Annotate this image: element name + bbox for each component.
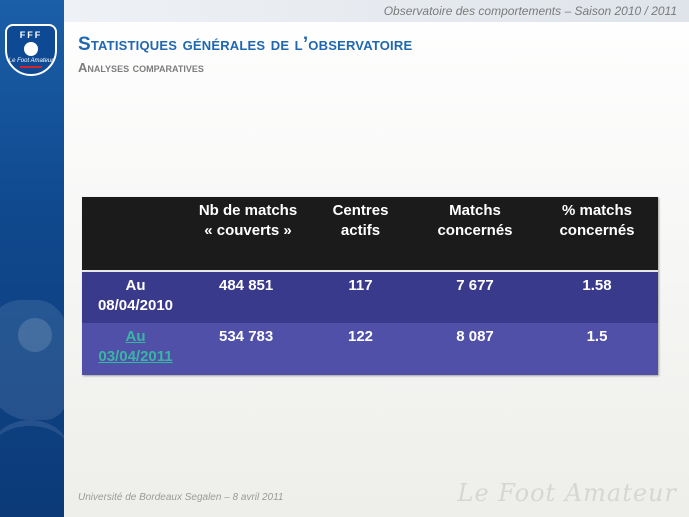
header-pct-matchs: % matchs concernés: [559, 202, 635, 239]
football-icon: [24, 42, 38, 56]
cell-nb-matchs: 484 851: [219, 277, 274, 294]
logo-initials: FFF: [19, 30, 43, 40]
table-header-row: Nb de matchs « couverts » Centres actifs…: [82, 197, 658, 271]
cell-matchs: 7 677: [456, 277, 494, 294]
stats-table: Nb de matchs « couverts » Centres actifs…: [82, 197, 658, 375]
cell-centres: 122: [347, 328, 374, 345]
cell-centres: 117: [348, 277, 373, 294]
logo-red-stripe: [20, 66, 42, 68]
logo-script: Le Foot Amateur: [8, 58, 54, 64]
player-head-shape: [18, 318, 52, 352]
header-nb-matchs: Nb de matchs « couverts »: [198, 202, 298, 239]
slide-title: Statistiques générales de l’observatoire: [78, 34, 413, 55]
cell-nb-matchs: 534 783: [219, 328, 274, 345]
slide-subtitle: Analyses comparatives: [78, 60, 204, 75]
brand-wordmark: Le Foot Amateur: [457, 479, 677, 507]
table-row: Au 08/04/2010 484 851 117 7 677 1.58: [82, 271, 658, 323]
cell-pct: 1.5: [586, 328, 608, 345]
cell-matchs: 8 087: [456, 328, 494, 345]
row-date-label: Au 08/04/2010: [97, 277, 174, 314]
header-tagline: Observatoire des comportements – Saison …: [383, 4, 677, 18]
cell-pct: 1.58: [582, 277, 612, 294]
row-date-link[interactable]: Au 03/04/2011: [98, 328, 173, 365]
footer-credit: Université de Bordeaux Segalen – 8 avril…: [78, 492, 284, 503]
top-bar: Observatoire des comportements – Saison …: [64, 0, 689, 22]
fff-logo: FFF Le Foot Amateur: [5, 24, 57, 76]
header-cell-empty: [82, 197, 189, 271]
header-centres-actifs: Centres actifs: [332, 202, 389, 239]
header-matchs-concernes: Matchs concernés: [437, 202, 513, 239]
swoosh-decoration: [0, 420, 64, 486]
sidebar-band: FFF Le Foot Amateur: [0, 0, 64, 517]
player-silhouette: [0, 300, 64, 420]
table-row: Au 03/04/2011 534 783 122 8 087 1.5: [82, 323, 658, 375]
